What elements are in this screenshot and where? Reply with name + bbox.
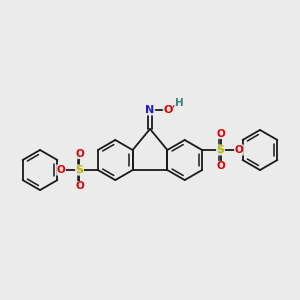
Text: O: O xyxy=(163,105,173,115)
Text: N: N xyxy=(146,105,154,115)
Text: H: H xyxy=(175,98,183,108)
Text: O: O xyxy=(75,148,84,159)
Text: O: O xyxy=(235,145,243,155)
Text: S: S xyxy=(76,165,83,175)
Text: O: O xyxy=(216,161,225,171)
Text: S: S xyxy=(217,145,224,155)
Text: O: O xyxy=(75,182,84,191)
Text: O: O xyxy=(216,129,225,139)
Text: O: O xyxy=(57,165,65,175)
